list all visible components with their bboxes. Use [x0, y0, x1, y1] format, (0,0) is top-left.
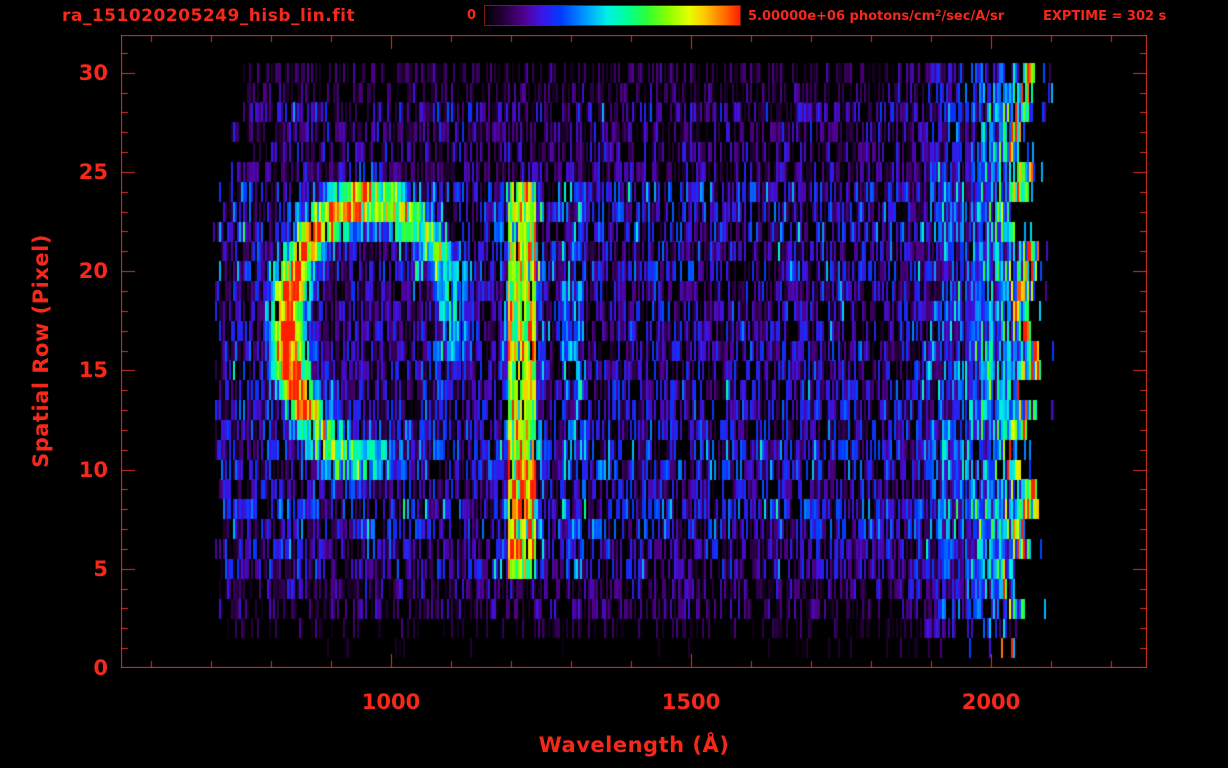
colorbar-units-superscript: 2: [935, 9, 942, 19]
colorbar-units-prefix: photons/cm: [845, 9, 936, 24]
y-tick-label: 10: [78, 457, 108, 482]
colorbar-min-label: 0: [466, 8, 476, 23]
x-axis-title: Wavelength (Å): [538, 733, 730, 757]
x-tick-label: 1000: [361, 690, 421, 714]
colorbar-units-suffix: /sec/A/sr: [941, 9, 1005, 24]
colorbar-max-label: 5.00000e+06 photons/cm2/sec/A/sr: [748, 9, 1004, 24]
colorbar: [484, 5, 741, 26]
y-tick-label: 5: [93, 556, 108, 581]
file-title: ra_151020205249_hisb_lin.fit: [62, 6, 356, 26]
y-axis-title: Spatial Row (Pixel): [29, 234, 53, 468]
plot-area: [121, 35, 1147, 668]
spectral-heatmap-canvas: [121, 35, 1147, 668]
y-tick-label: 25: [78, 159, 108, 184]
y-tick-label: 30: [78, 60, 108, 85]
colorbar-max-value: 5.00000e+06: [748, 9, 846, 24]
y-tick-label: 0: [93, 656, 108, 680]
x-tick-label: 1500: [661, 690, 721, 714]
y-tick-label: 20: [78, 259, 108, 284]
x-tick-label: 2000: [961, 690, 1021, 714]
exptime-label: EXPTIME = 302 s: [1043, 9, 1167, 24]
y-tick-label: 15: [78, 358, 108, 383]
